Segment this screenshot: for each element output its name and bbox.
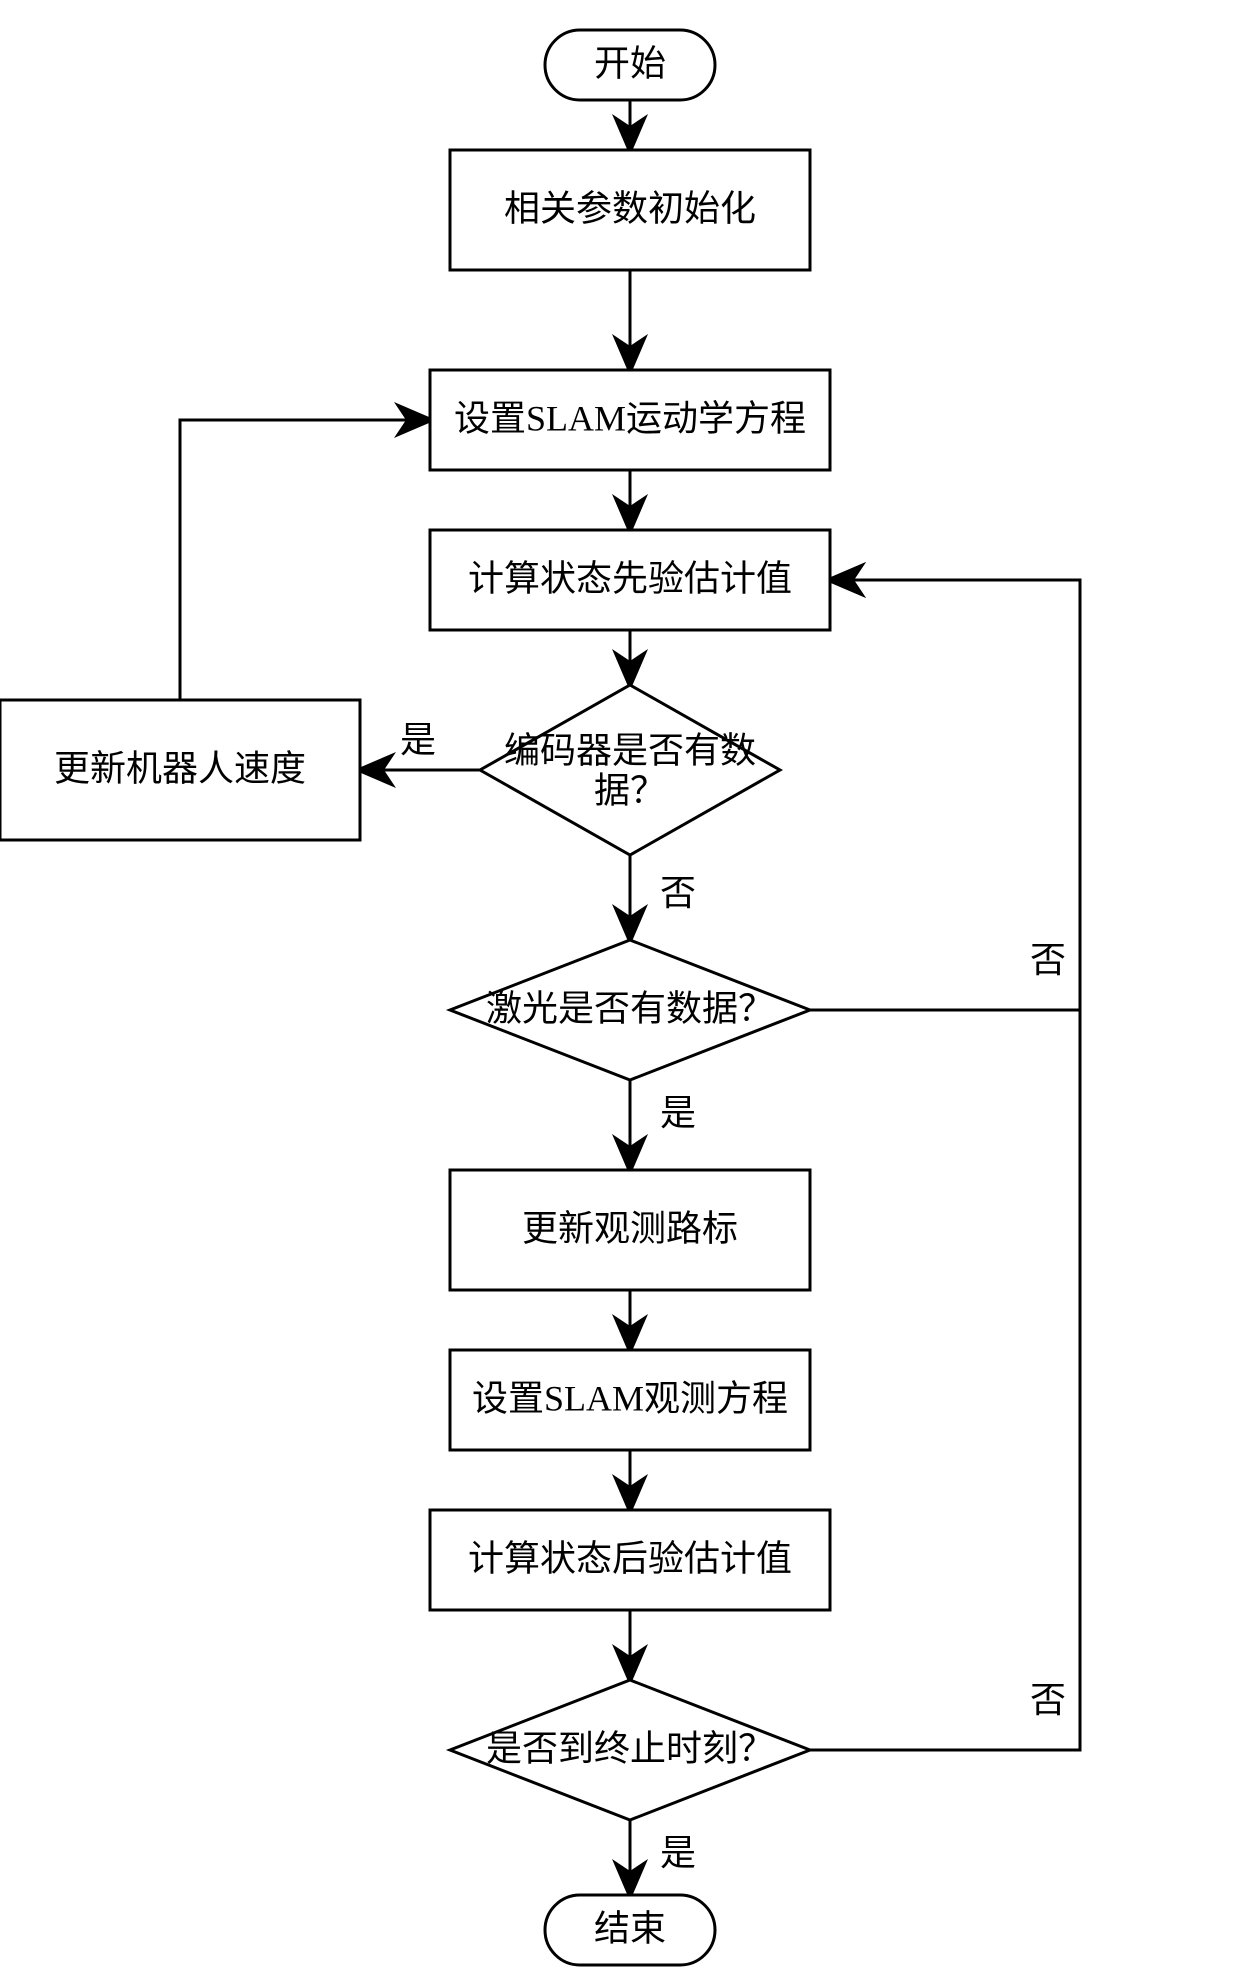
node-label-enc-1: 编码器是否有数: [504, 730, 756, 770]
node-label-term: 是否到终止时刻？: [486, 1728, 774, 1768]
node-label-end: 结束: [594, 1908, 666, 1948]
edge-label-laser-updobs: 是: [660, 1093, 696, 1133]
node-label-start: 开始: [594, 43, 666, 83]
node-end: 结束: [545, 1895, 715, 1965]
node-label-init: 相关参数初始化: [504, 188, 756, 228]
node-prior: 计算状态先验估计值: [430, 530, 830, 630]
edge-label-term-end: 是: [660, 1833, 696, 1873]
node-post: 计算状态后验估计值: [430, 1510, 830, 1610]
node-laser: 激光是否有数据？: [450, 940, 810, 1080]
edge-label-enc-laser: 否: [660, 873, 696, 913]
flowchart-svg: 是否否是否是开始相关参数初始化设置SLAM运动学方程计算状态先验估计值编码器是否…: [0, 0, 1240, 1973]
node-start: 开始: [545, 30, 715, 100]
node-label-prior: 计算状态先验估计值: [468, 558, 792, 598]
node-label-enc-2: 据？: [594, 770, 666, 810]
node-obsEq: 设置SLAM观测方程: [450, 1350, 810, 1450]
node-label-post: 计算状态后验估计值: [468, 1538, 792, 1578]
node-label-updspd: 更新机器人速度: [54, 748, 306, 788]
node-kinem: 设置SLAM运动学方程: [430, 370, 830, 470]
edge-label-laser-prior: 否: [1030, 940, 1066, 980]
node-label-obsEq: 设置SLAM观测方程: [472, 1378, 788, 1418]
edge-updspd-kinem: [180, 420, 430, 700]
node-updspd: 更新机器人速度: [0, 700, 360, 840]
node-label-updobs: 更新观测路标: [522, 1208, 738, 1248]
node-term: 是否到终止时刻？: [450, 1680, 810, 1820]
node-init: 相关参数初始化: [450, 150, 810, 270]
edge-label-term-prior: 否: [1030, 1680, 1066, 1720]
node-enc: 编码器是否有数据？: [480, 685, 780, 855]
edge-term-prior: [810, 580, 1080, 1750]
node-label-kinem: 设置SLAM运动学方程: [454, 398, 806, 438]
node-label-laser: 激光是否有数据？: [486, 988, 774, 1028]
node-updobs: 更新观测路标: [450, 1170, 810, 1290]
edge-label-enc-updspd: 是: [400, 720, 436, 760]
